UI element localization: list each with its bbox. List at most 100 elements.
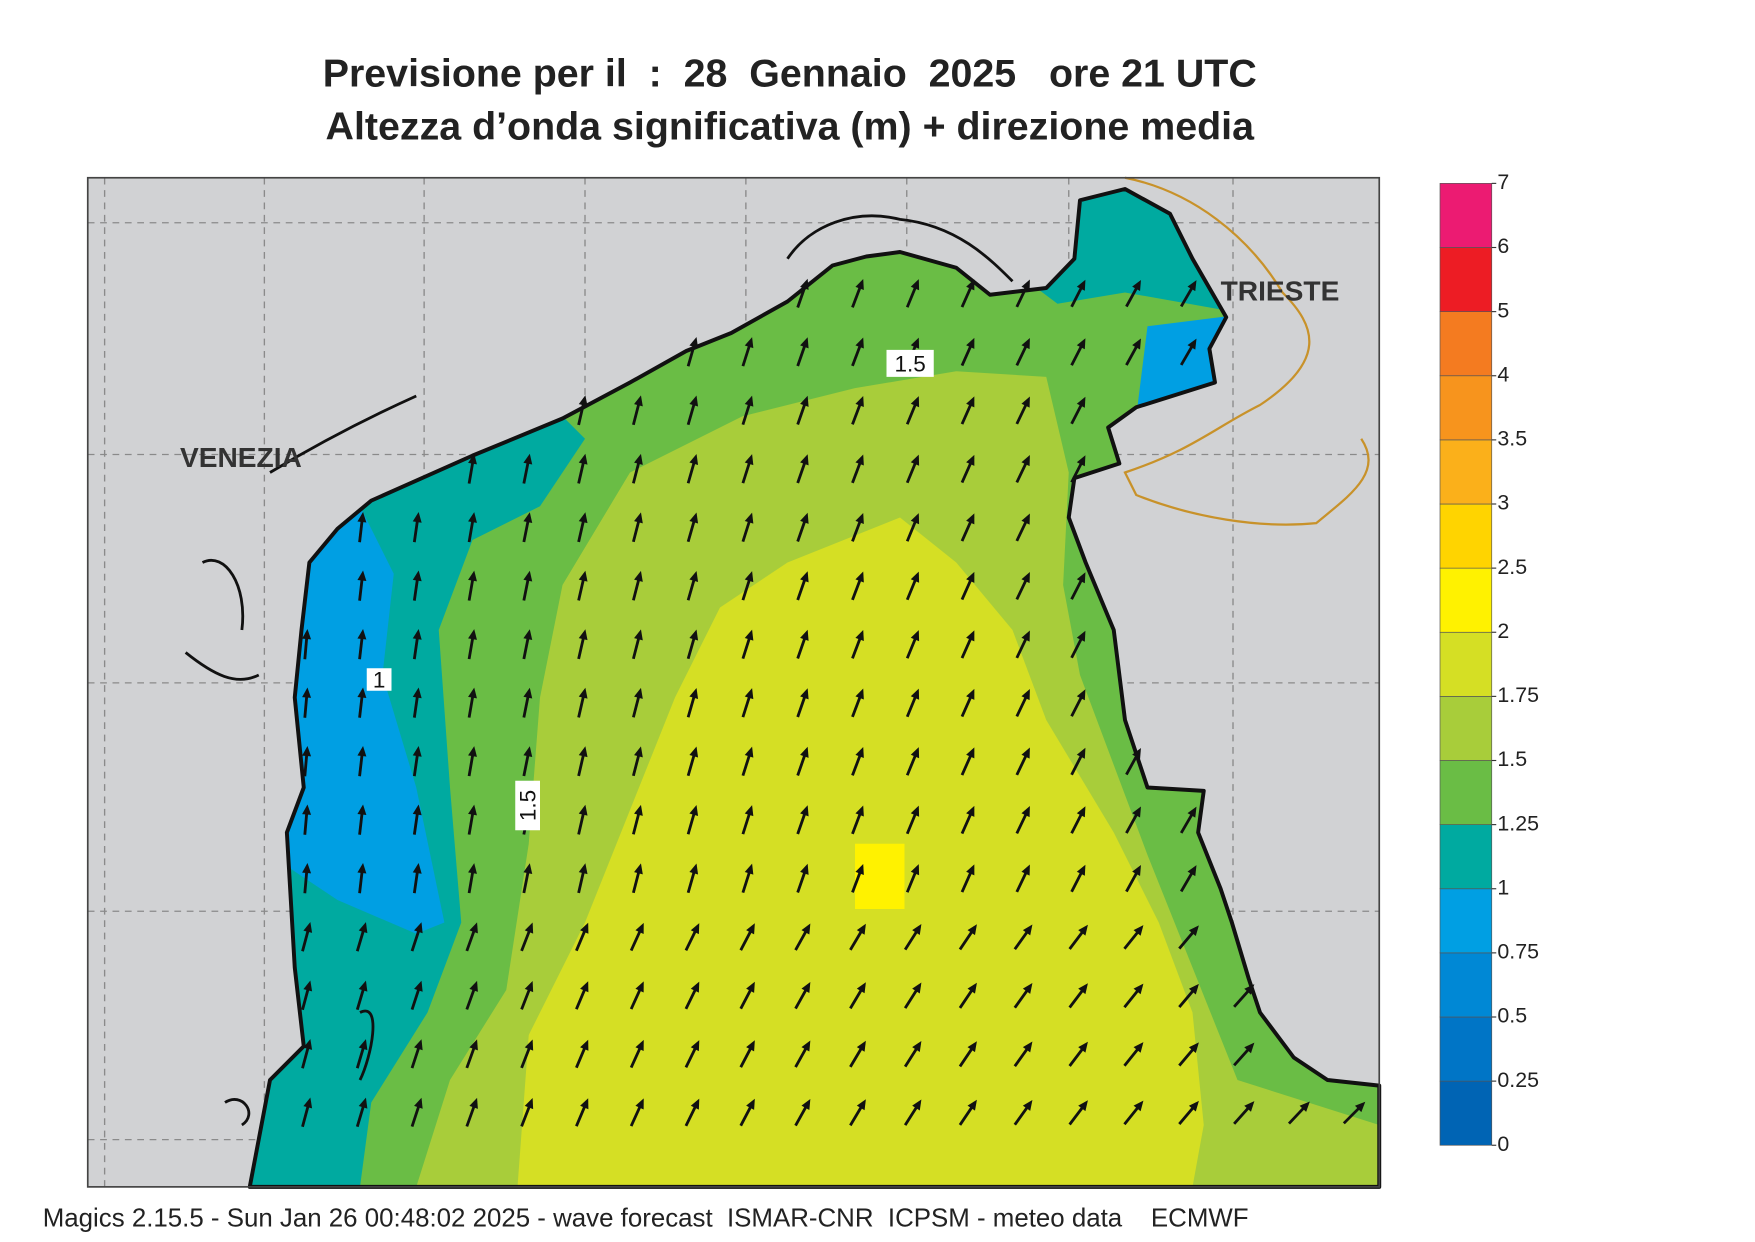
- arrow: [905, 805, 920, 835]
- arrow: [903, 923, 922, 951]
- arrow-head: [912, 923, 922, 935]
- arrow-head: [800, 512, 809, 524]
- arrow-head: [303, 1038, 313, 1050]
- arrow-head: [910, 396, 920, 408]
- arrow: [467, 453, 477, 484]
- arrow-head: [689, 454, 699, 466]
- arrow-head: [468, 570, 477, 582]
- arrow-head: [689, 337, 699, 349]
- arrow: [1068, 924, 1088, 950]
- arrow-head: [357, 628, 367, 640]
- arrow: [905, 688, 920, 718]
- arrow: [1178, 1100, 1199, 1125]
- arrow: [577, 570, 588, 601]
- arrow-head: [1187, 280, 1197, 292]
- arrow: [412, 804, 422, 835]
- arrow: [632, 570, 643, 601]
- arrow-head: [912, 1099, 922, 1111]
- arrow-head: [910, 630, 920, 642]
- arrow-head: [634, 746, 643, 758]
- arrow: [741, 337, 754, 367]
- arrow: [1125, 338, 1141, 366]
- arrow: [1013, 924, 1033, 951]
- arrow-head: [524, 1098, 534, 1110]
- arrow: [301, 1097, 313, 1128]
- arrow-head: [1076, 279, 1086, 291]
- colorbar-tick-label: 3.5: [1497, 427, 1527, 451]
- arrow-head: [357, 511, 367, 523]
- arrow: [629, 1098, 644, 1127]
- contour-label-box: [366, 668, 392, 691]
- arrow-head: [634, 453, 643, 465]
- islands: [184, 214, 1014, 1127]
- arrow: [905, 396, 920, 425]
- arrow: [1123, 1042, 1144, 1067]
- arrow-head: [1076, 572, 1086, 584]
- arrow-head: [1133, 1100, 1144, 1112]
- contour-label: 1.5: [894, 351, 925, 376]
- colorbar-tick-label: 0.25: [1497, 1068, 1539, 1092]
- colorbar-band: [1439, 631, 1493, 697]
- arrow-head: [412, 512, 422, 523]
- arrow: [465, 980, 478, 1010]
- arrow: [796, 337, 809, 367]
- arrow: [960, 630, 975, 659]
- arrow-head: [966, 513, 975, 525]
- arrow-head: [967, 924, 977, 936]
- colorbar-band: [1439, 503, 1493, 569]
- colorbar-band: [1439, 375, 1493, 441]
- arrow: [1233, 984, 1255, 1008]
- arrow-head: [1188, 1042, 1199, 1054]
- arrow-head: [1132, 864, 1141, 876]
- arrow: [1233, 1101, 1255, 1125]
- arrow-head: [578, 746, 588, 758]
- arrow-head: [746, 923, 755, 935]
- arrow: [851, 395, 864, 425]
- arrow-head: [1133, 1042, 1144, 1053]
- arrow-head: [523, 629, 533, 641]
- arrow: [632, 746, 643, 777]
- arrow-head: [412, 629, 422, 640]
- arrow-head: [1133, 983, 1144, 995]
- arrow: [412, 512, 422, 543]
- direction-arrows: [301, 278, 1366, 1128]
- arrow-head: [468, 863, 477, 874]
- arrow: [520, 1039, 534, 1069]
- arrow-head: [1076, 338, 1086, 350]
- arrow-head: [1132, 279, 1141, 291]
- arrow-head: [412, 687, 422, 699]
- arrow: [796, 278, 809, 308]
- arrow-head: [910, 513, 920, 525]
- arrow-head: [855, 512, 864, 525]
- arrow: [741, 454, 754, 484]
- arrow: [632, 863, 643, 894]
- arrow-head: [967, 1099, 977, 1111]
- arrow: [522, 746, 533, 777]
- arrow-head: [800, 278, 809, 290]
- contour-label-box: [515, 780, 540, 831]
- arrow-head: [412, 746, 422, 757]
- arrow-head: [357, 570, 367, 582]
- arrow-head: [1132, 338, 1141, 350]
- arrow-head: [634, 687, 643, 699]
- arrow: [522, 687, 533, 718]
- title: Previsione per il : 28 Gennaio 2025 ore …: [323, 52, 1257, 96]
- arrow-head: [855, 395, 864, 408]
- arrow: [905, 571, 920, 601]
- arrow-head: [358, 1039, 368, 1051]
- arrow: [520, 922, 534, 952]
- arrow: [686, 629, 699, 660]
- arrow: [849, 923, 866, 951]
- arrow-head: [1076, 396, 1086, 408]
- arrow: [960, 864, 975, 893]
- arrow-head: [966, 864, 975, 876]
- arrow: [686, 395, 699, 426]
- colorbar-band: [1439, 183, 1493, 248]
- arrow-head: [744, 337, 754, 349]
- arrow-head: [689, 805, 699, 817]
- arrow: [960, 279, 975, 308]
- arrow-head: [634, 570, 643, 582]
- arrow-head: [1022, 924, 1033, 936]
- arrow: [632, 629, 643, 660]
- arrow-head: [966, 747, 975, 759]
